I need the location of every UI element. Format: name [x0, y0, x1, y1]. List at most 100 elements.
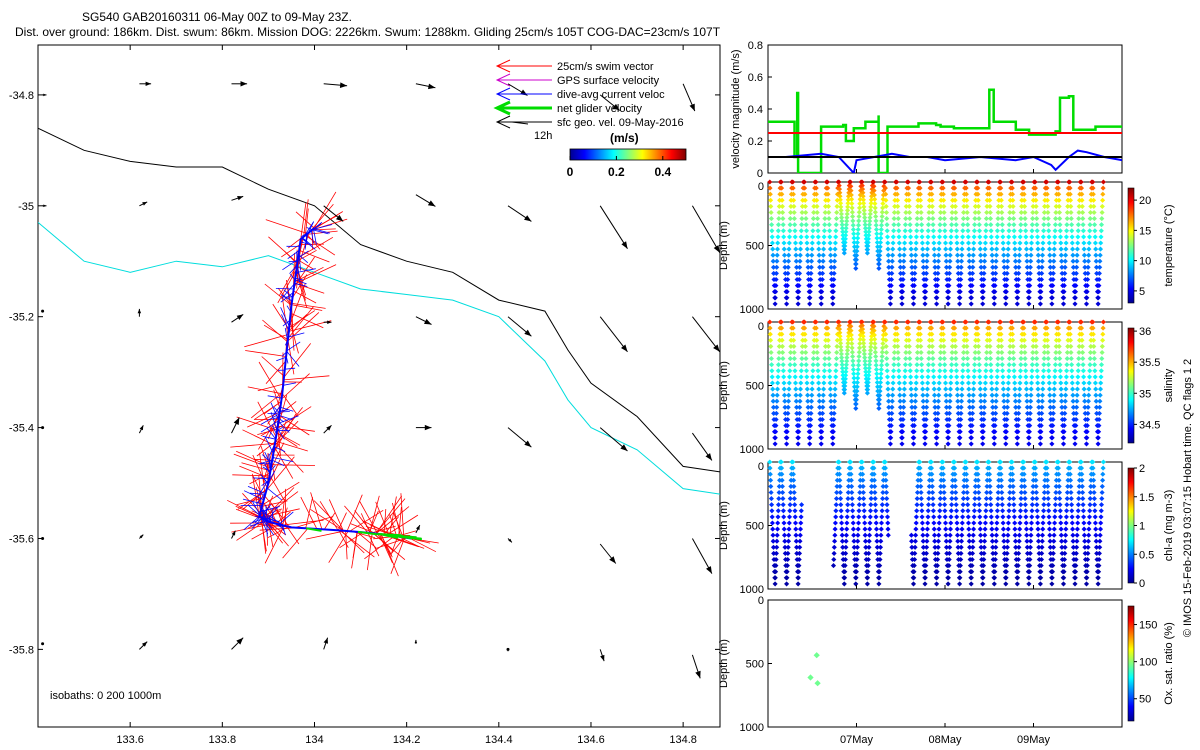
swim-vector [297, 259, 314, 270]
temperature-point [943, 264, 950, 270]
temperature-point [860, 190, 866, 196]
temperature-point [833, 228, 839, 234]
geo-velocity-arrow [506, 647, 510, 652]
swim-vector [281, 373, 310, 400]
swim-vector [305, 530, 346, 540]
geo-velocity-arrow [415, 524, 421, 534]
temperature-point [919, 234, 925, 240]
swim-vector [287, 306, 314, 339]
temperature-point [1027, 276, 1033, 283]
swim-vector [261, 356, 285, 377]
temperature-point [773, 276, 779, 283]
temperature-point [796, 270, 803, 276]
map-panel: 133.6 133.8 134 134.2 134.4 134.6 134.8 -34.8 -… [9, 44, 721, 746]
swim-vector [239, 465, 270, 479]
temperature-point [1024, 264, 1030, 270]
dac-vector [260, 505, 272, 523]
oxygen-colorbar-tick-label: 100 [1139, 657, 1157, 669]
geo-velocity-arrow [414, 639, 418, 644]
geo-velocity-arrow [231, 637, 244, 650]
swim-vector [276, 432, 301, 446]
temperature-point [1000, 246, 1006, 252]
velocity-y-tick-label: 0.4 [748, 104, 763, 116]
temperature-point [830, 295, 836, 301]
chlorophyll-y-tick-label: 500 [746, 521, 764, 533]
temperature-point [843, 229, 849, 235]
geo-velocity-arrow [137, 308, 142, 317]
swim-vector [309, 203, 334, 232]
temperature-point [981, 264, 987, 270]
salinity-colorbar-tick-label: 35 [1139, 388, 1151, 400]
swim-vector [383, 508, 387, 535]
swim-vector [268, 521, 274, 548]
swim-vector [349, 509, 384, 532]
temperature-point [818, 301, 824, 307]
temperature-point [919, 240, 925, 246]
swim-vector [328, 499, 344, 531]
swim-vector [279, 415, 310, 436]
temperature-point [865, 243, 871, 249]
temperature-point [771, 270, 777, 276]
swim-vector [282, 528, 309, 559]
geo-velocity-arrow [139, 641, 148, 650]
salinity-colorbar-tick-label: 34.5 [1139, 419, 1160, 431]
temperature-point [799, 216, 805, 222]
temperature-point [995, 203, 1002, 209]
temperature-point [886, 264, 892, 270]
temperature-y-tick-label-zero: 0 [758, 181, 764, 193]
geo-velocity-arrow [41, 642, 45, 646]
speed-colorbar-gradient [569, 148, 687, 161]
dac-vector [262, 454, 272, 464]
temperature-point [1017, 234, 1023, 240]
map-x-tick-label: 134.8 [669, 734, 697, 746]
temperature-point [1001, 264, 1007, 270]
salinity-y-tick-label: 1000 [740, 444, 764, 456]
geo-velocity-arrow [507, 205, 532, 222]
swim-vector [389, 514, 398, 537]
dac-vector [312, 224, 333, 230]
temperature-point [782, 270, 788, 276]
temperature-point [898, 270, 904, 276]
oxygen-colorbar-tick-label: 150 [1139, 620, 1157, 632]
temperature-point [831, 264, 837, 270]
temperature-point [910, 301, 917, 307]
temperature-colorbar-tick-label: 20 [1139, 195, 1151, 207]
temperature-point [808, 270, 814, 276]
legend-arrowhead-net [493, 100, 511, 116]
legend-arrowhead-gps [495, 73, 511, 87]
geo-velocity-arrow [599, 205, 628, 249]
temperature-point [954, 234, 960, 240]
dac-vector [286, 351, 300, 367]
temperature-point [782, 264, 788, 270]
dac-vector [313, 228, 317, 245]
swim-vector [273, 389, 281, 410]
temperature-point [772, 295, 778, 301]
temperature-point [930, 228, 936, 234]
temperature-point [825, 203, 832, 209]
temperature-point [849, 209, 855, 215]
temperature-point [889, 264, 895, 270]
temperature-point [993, 252, 999, 258]
salinity-colorbar [1127, 327, 1135, 444]
temperature-point [1013, 270, 1019, 276]
temperature-point [889, 270, 895, 276]
temperature-point [808, 264, 814, 270]
legend-label-swim: 25cm/s swim vector [557, 61, 654, 73]
map-axes-box [37, 44, 721, 728]
swim-vector [247, 411, 280, 428]
temperature-point [838, 204, 844, 210]
swim-vector [274, 442, 304, 473]
temperature-point [824, 179, 830, 185]
dac-vector [276, 356, 287, 362]
temperature-point [798, 234, 804, 240]
temperature-point [768, 216, 774, 222]
temperature-point [909, 270, 915, 276]
dac-vector [275, 288, 294, 290]
temperature-point [934, 283, 940, 289]
geo-velocity-arrow [599, 316, 628, 353]
temperature-point [990, 264, 996, 270]
temperature-point [981, 270, 987, 276]
dac-vector [262, 466, 271, 472]
temperature-point [899, 301, 905, 307]
temperature-point [946, 283, 952, 289]
